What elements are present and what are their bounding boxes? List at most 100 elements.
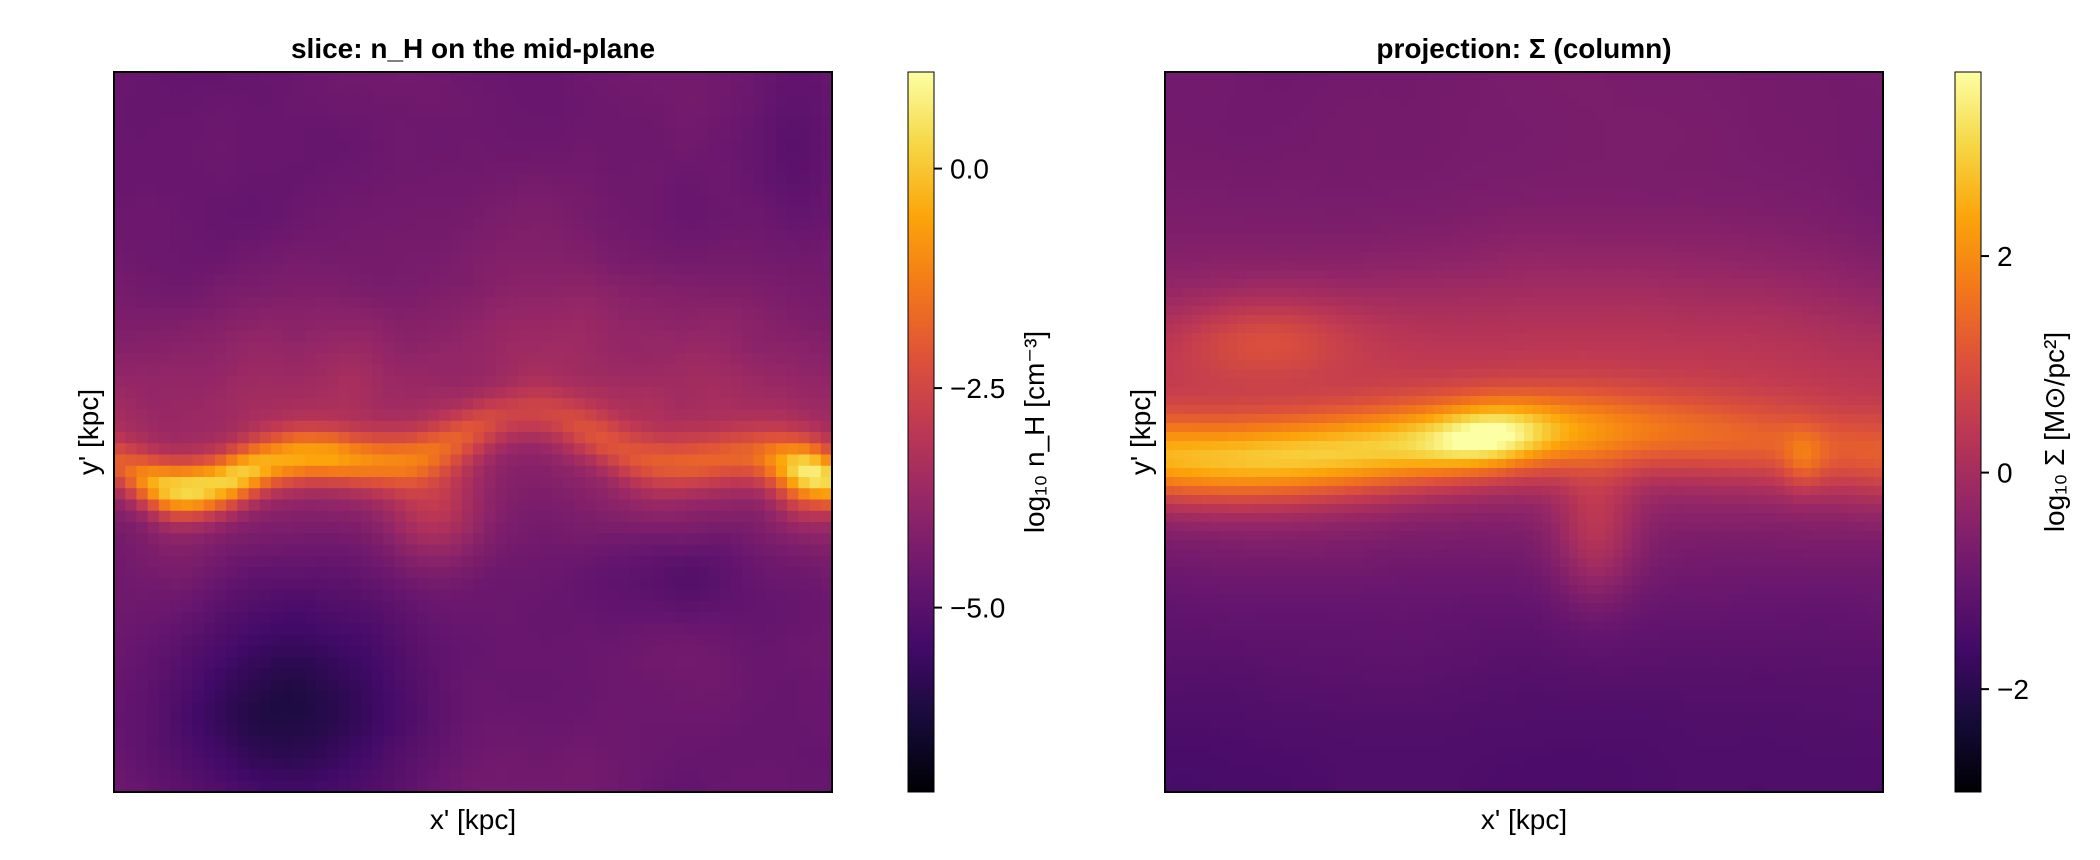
heatmap-cell	[775, 274, 788, 287]
heatmap-cell	[136, 690, 149, 703]
heatmap-cell	[742, 207, 755, 219]
heatmap-cell	[439, 398, 452, 411]
heatmap-cell	[1317, 135, 1328, 145]
heatmap-cell	[663, 769, 676, 782]
heatmap-cell	[1488, 81, 1498, 91]
heatmap-cell	[349, 600, 362, 613]
heatmap-cell	[170, 83, 182, 96]
heatmap-cell	[686, 252, 698, 264]
heatmap-cell	[439, 758, 452, 771]
heatmap-cell	[192, 544, 205, 557]
heatmap-cell	[327, 465, 339, 478]
heatmap-cell	[1640, 99, 1651, 109]
heatmap-cell	[652, 488, 665, 501]
heatmap-cell	[226, 567, 239, 579]
heatmap-cell	[461, 263, 474, 276]
heatmap-cell	[562, 690, 575, 703]
heatmap-cell	[327, 72, 339, 84]
heatmap-cell	[450, 105, 463, 118]
heatmap-cell	[181, 342, 194, 354]
heatmap-cell	[271, 330, 283, 343]
heatmap-cell	[226, 409, 239, 422]
heatmap-cell	[630, 713, 642, 726]
heatmap-cell	[517, 420, 530, 433]
heatmap-cell	[271, 252, 283, 264]
heatmap-cell	[562, 780, 575, 793]
heatmap-cell	[764, 252, 777, 264]
heatmap-cell	[136, 499, 149, 512]
heatmap-cell	[585, 162, 598, 174]
heatmap-cell	[136, 533, 149, 546]
heatmap-cell	[170, 589, 182, 602]
heatmap-cell	[484, 117, 497, 129]
heatmap-cell	[618, 128, 631, 141]
heatmap-cell	[416, 240, 429, 253]
heatmap-cell	[540, 432, 553, 444]
heatmap-cell	[540, 555, 553, 568]
heatmap-cell	[461, 117, 474, 129]
heatmap-cell	[686, 432, 698, 444]
heatmap-cell	[147, 555, 160, 568]
heatmap-cell	[652, 94, 665, 107]
heatmap-cell	[809, 409, 822, 422]
heatmap-cell	[439, 589, 452, 602]
heatmap-cell	[484, 387, 497, 399]
heatmap-cell	[338, 387, 351, 399]
heatmap-cell	[506, 207, 519, 219]
heatmap-cell	[214, 184, 227, 197]
heatmap-cell	[1559, 99, 1570, 109]
heatmap-cell	[809, 465, 822, 478]
heatmap-cell	[663, 645, 676, 658]
heatmap-cell	[719, 285, 732, 298]
heatmap-cell	[192, 252, 205, 264]
heatmap-cell	[641, 252, 654, 264]
heatmap-cell	[674, 342, 687, 354]
heatmap-cell	[1398, 108, 1408, 118]
heatmap-cell	[237, 679, 250, 692]
heatmap-cell	[473, 510, 485, 523]
heatmap-cell	[461, 477, 474, 489]
heatmap-cell	[585, 747, 598, 759]
heatmap-cell	[562, 488, 575, 501]
heatmap-cell	[652, 420, 665, 433]
heatmap-cell	[416, 589, 429, 602]
heatmap-cell	[226, 668, 239, 681]
heatmap-cell	[686, 94, 698, 107]
heatmap-cell	[203, 454, 216, 467]
heatmap-cell	[1847, 90, 1857, 100]
heatmap-cell	[674, 297, 687, 309]
heatmap-cell	[473, 409, 485, 422]
heatmap-cell	[731, 499, 743, 512]
heatmap-cell	[1694, 72, 1705, 82]
heatmap-cell	[271, 218, 283, 231]
heatmap-cell	[731, 139, 743, 152]
heatmap-cell	[226, 634, 239, 647]
heatmap-cell	[652, 780, 665, 793]
heatmap-cell	[742, 184, 755, 197]
heatmap-cell	[1595, 162, 1606, 172]
heatmap-cell	[764, 432, 777, 444]
heatmap-cell	[517, 252, 530, 264]
heatmap-cell	[181, 105, 194, 118]
heatmap-cell	[607, 105, 620, 118]
heatmap-cell	[686, 690, 698, 703]
heatmap-cell	[562, 229, 575, 242]
heatmap-cell	[742, 747, 755, 759]
heatmap-cell	[1784, 162, 1794, 172]
heatmap-cell	[349, 150, 362, 163]
heatmap-cell	[652, 83, 665, 96]
heatmap-cell	[405, 702, 418, 714]
heatmap-cell	[742, 387, 755, 399]
heatmap-cell	[775, 477, 788, 489]
heatmap-cell	[674, 702, 687, 714]
heatmap-cell	[439, 330, 452, 343]
heatmap-cell	[304, 454, 317, 467]
heatmap-cell	[293, 375, 306, 388]
heatmap-cell	[708, 522, 721, 534]
heatmap-cell	[349, 420, 362, 433]
heatmap-cell	[1227, 99, 1238, 109]
heatmap-cell	[809, 432, 822, 444]
heatmap-cell	[428, 645, 440, 658]
heatmap-cell	[562, 432, 575, 444]
heatmap-cell	[596, 465, 609, 478]
